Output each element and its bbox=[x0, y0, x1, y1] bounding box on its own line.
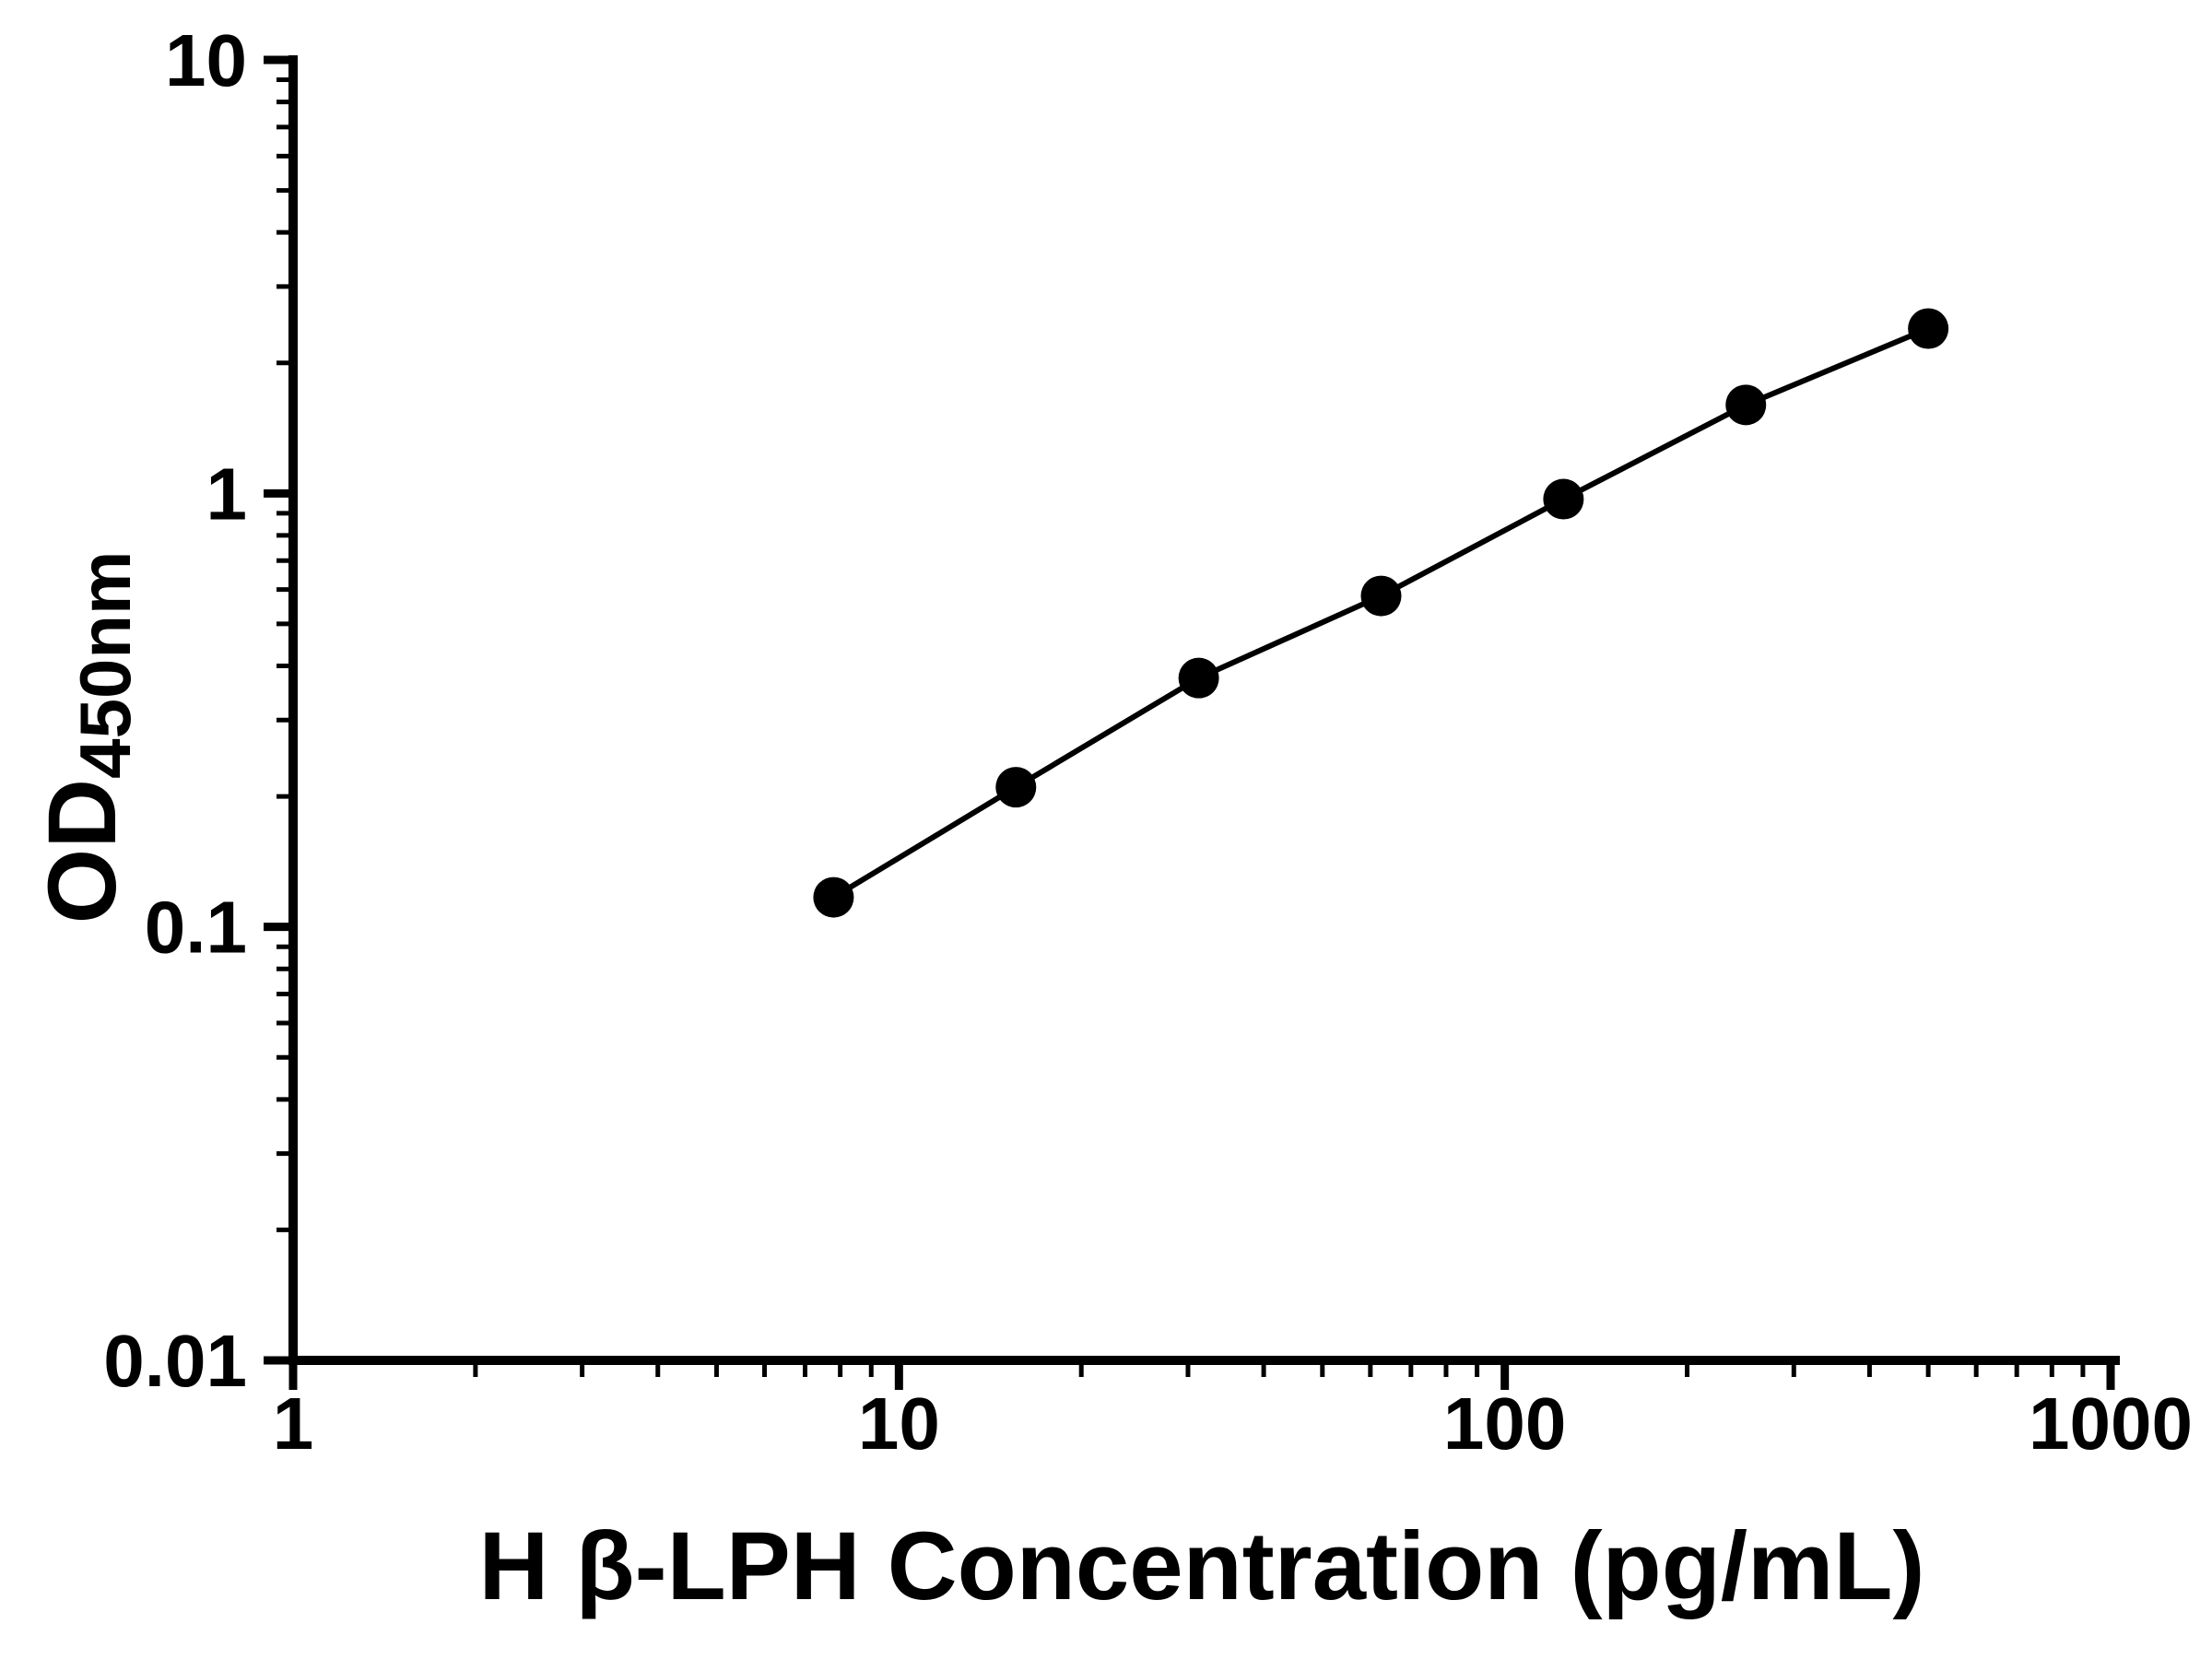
y-tick-label: 10 bbox=[165, 19, 247, 101]
x-tick-label: 1 bbox=[273, 1382, 314, 1465]
data-point bbox=[1725, 384, 1767, 426]
data-point bbox=[1908, 308, 1949, 349]
plot-area: 1 10 100 1000 0.01 0.1 1 10 bbox=[103, 19, 2193, 1465]
y-axis-title: OD450nm bbox=[29, 551, 146, 924]
data-point bbox=[1360, 575, 1402, 617]
x-tick-label: 10 bbox=[858, 1382, 940, 1465]
data-point bbox=[995, 767, 1037, 808]
data-point bbox=[813, 877, 854, 918]
y-axis-title-subscript: 450nm bbox=[65, 551, 146, 779]
x-tick-label: 100 bbox=[1443, 1382, 1566, 1465]
data-point bbox=[1178, 657, 1219, 699]
y-tick-label: 0.01 bbox=[103, 1320, 247, 1402]
y-tick-label: 0.1 bbox=[145, 887, 247, 969]
y-tick-label: 1 bbox=[206, 453, 248, 535]
x-axis-title: H β-LPH Concentration (pg/mL) bbox=[479, 1512, 1925, 1620]
x-tick-label: 1000 bbox=[2029, 1382, 2193, 1465]
y-axis-title-main: OD bbox=[29, 779, 136, 924]
data-point bbox=[1543, 478, 1584, 520]
